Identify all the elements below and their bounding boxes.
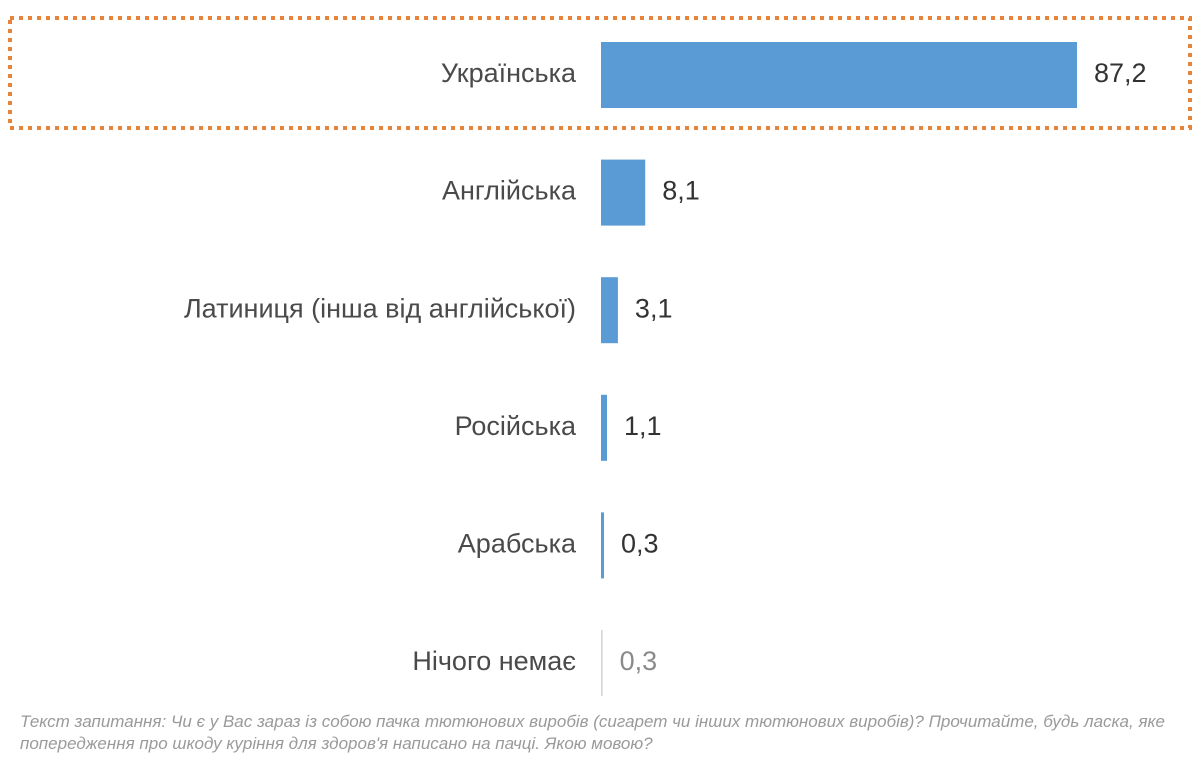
category-label: Російська	[455, 411, 577, 441]
highlight-frame	[8, 16, 1192, 130]
category-label: Нічого немає	[412, 646, 576, 676]
question-footnote: Текст запитання: Чи є у Вас зараз із соб…	[20, 711, 1180, 755]
bar	[601, 277, 618, 344]
value-label: 8,1	[662, 176, 700, 206]
value-label: 0,3	[621, 529, 659, 559]
category-label: Арабська	[458, 529, 577, 559]
value-label: 87,2	[1094, 58, 1147, 88]
category-label: Латиниця (інша від англійської)	[184, 293, 576, 323]
footnote-text: Чи є у Вас зараз із собою пачка тютюнови…	[20, 712, 1166, 753]
category-label: Українська	[441, 58, 577, 88]
category-label: Англійська	[442, 176, 577, 206]
value-label: 0,3	[620, 646, 658, 676]
bar	[601, 394, 608, 461]
bar	[601, 512, 604, 579]
bar	[601, 159, 646, 226]
bar	[601, 42, 1077, 108]
footnote-prefix: Текст запитання:	[20, 712, 171, 731]
value-label: 1,1	[624, 411, 662, 441]
value-label: 3,1	[635, 293, 673, 323]
bar	[601, 630, 603, 696]
